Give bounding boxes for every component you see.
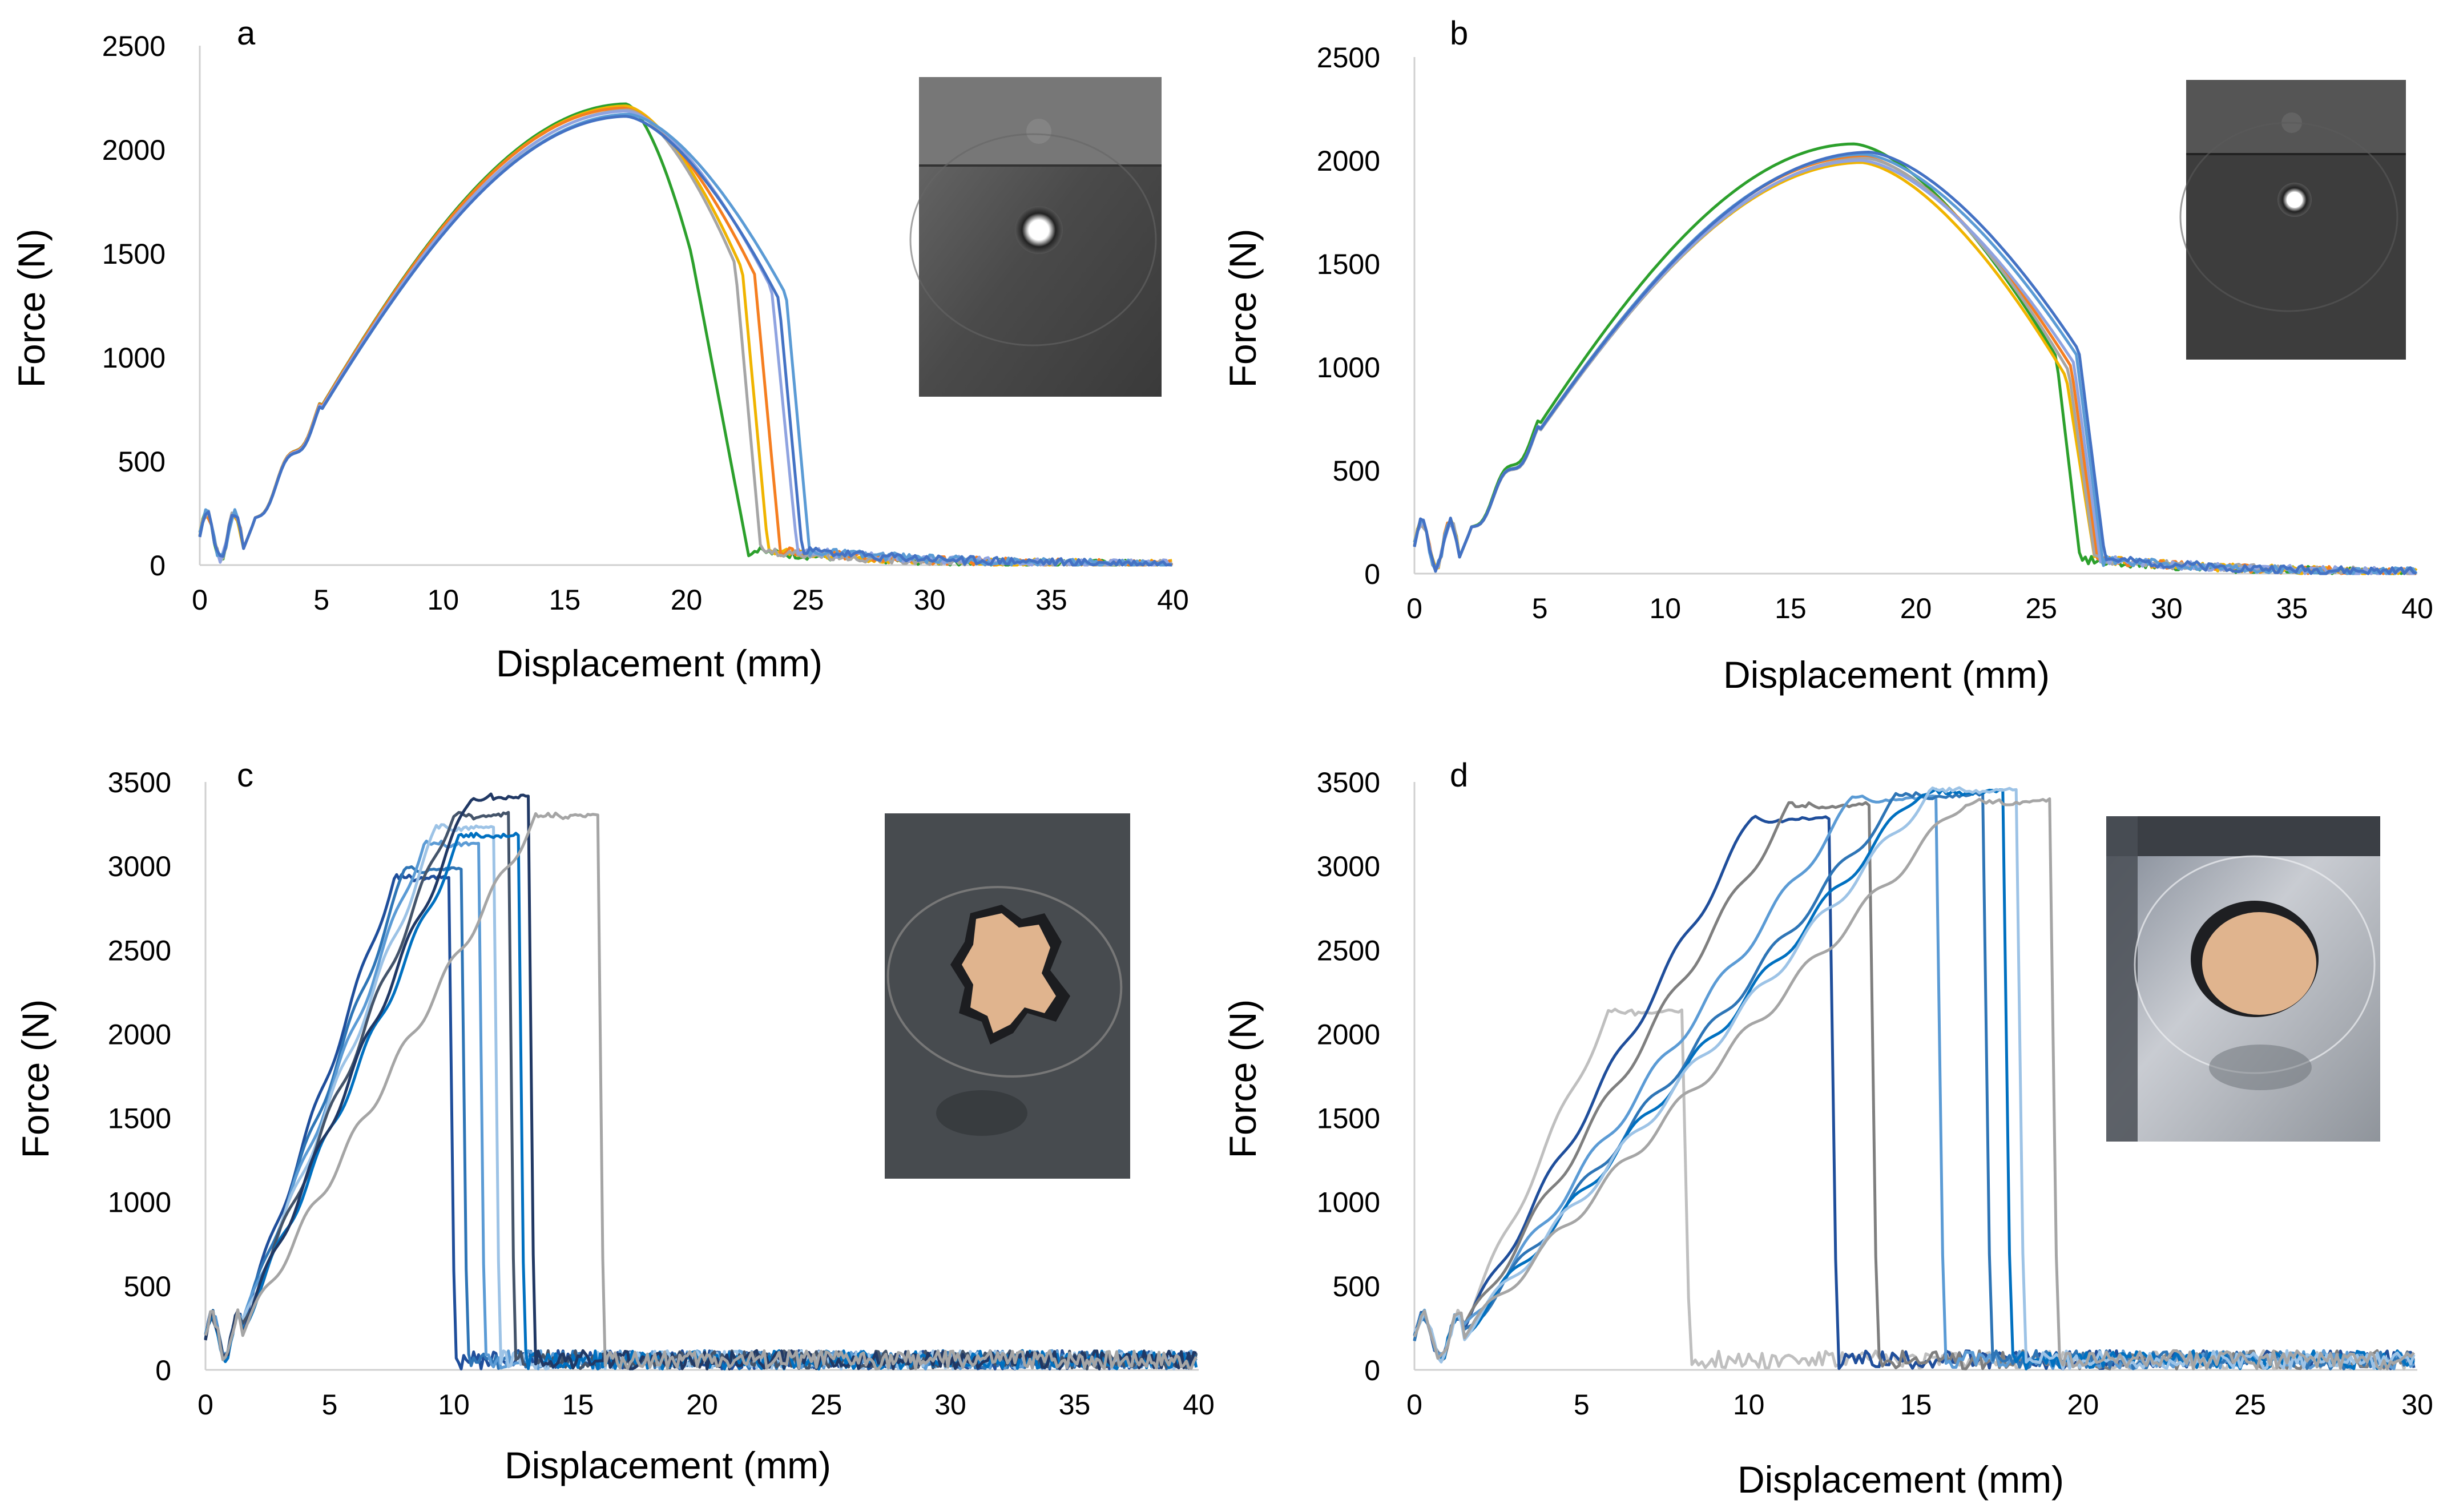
panel-c-series-line-specimen-8	[204, 811, 1198, 1370]
panel-b-x-tick-label: 40	[2401, 592, 2433, 624]
panel-d-x-tick-label: 20	[2067, 1389, 2099, 1421]
panel-a-x-tick-label: 20	[671, 584, 703, 616]
panel-d-y-tick-label: 2000	[1317, 1018, 1380, 1050]
panel-c-y-axis-label: Force (N)	[14, 999, 57, 1159]
panel-c-y-tick-label: 0	[155, 1354, 171, 1386]
panel-c-y-tick-label: 2000	[108, 1018, 171, 1050]
panel-d-y-tick-label: 1500	[1317, 1103, 1380, 1135]
panel-d-series-line-specimen-7	[1413, 786, 2416, 1370]
panel-c: c 0 5 10 15 20 25 30 35 40 0 500 1000 1500 2000 2500 30…	[14, 757, 1215, 1486]
panel-b-x-tick-label: 10	[1649, 592, 1681, 624]
panel-a-x-axis-label: Displacement (mm)	[496, 642, 823, 684]
panel-b-x-tick-label: 5	[1532, 592, 1548, 624]
panel-a-y-tick-label: 0	[150, 550, 166, 582]
panel-c-x-tick-label: 35	[1059, 1389, 1091, 1421]
panel-d-y-tick-label: 500	[1333, 1271, 1380, 1303]
panel-c-letter: c	[237, 757, 253, 794]
panel-b-series-line-specimen-7	[1413, 151, 2417, 575]
panel-c-x-tick-label: 40	[1183, 1389, 1215, 1421]
panel-a-x-tick-label: 30	[914, 584, 946, 616]
panel-b-y-tick-label: 0	[1364, 558, 1380, 590]
panel-c-y-tick-label: 3500	[108, 767, 171, 799]
panel-d-y-tick-label: 3500	[1317, 767, 1380, 799]
panel-a-x-tick-label: 35	[1035, 584, 1067, 616]
panel-c-y-tick-label: 1500	[108, 1103, 171, 1135]
panel-d-x-tick-label: 10	[1733, 1389, 1765, 1421]
panel-d-y-tick-label: 1000	[1317, 1187, 1380, 1219]
panel-c-x-tick-label: 0	[197, 1389, 213, 1421]
panel-a-x-tick-label: 25	[792, 584, 824, 616]
panel-d-x-tick-label: 0	[1406, 1389, 1422, 1421]
panel-a-x-tick-label: 10	[427, 584, 459, 616]
panel-c-x-tick-label: 20	[686, 1389, 718, 1421]
panel-b-x-tick-label: 20	[1900, 592, 1932, 624]
panel-b-x-tick-label: 30	[2151, 592, 2183, 624]
panel-d-y-tick-label: 3000	[1317, 850, 1380, 882]
panel-b-y-tick-label: 2000	[1317, 145, 1380, 177]
panel-b: b 0 5 10 15 20 25 30 35 40 0 500 1000 1500 2000 2500 D…	[1222, 15, 2433, 696]
panel-b-x-tick-label: 25	[2025, 592, 2057, 624]
panel-c-y-tick-label: 1000	[108, 1187, 171, 1219]
panel-c-x-axis-label: Displacement (mm)	[505, 1444, 831, 1486]
panel-d: d 0 5 10 15 20 25 30 0 500 1000 1500 2000 2500 3000 35…	[1222, 757, 2433, 1501]
panel-a-y-tick-label: 500	[118, 446, 166, 478]
panel-a-x-tick-label: 0	[192, 584, 208, 616]
panel-d-x-tick-label: 25	[2234, 1389, 2266, 1421]
panel-d-series-line-specimen-8	[1413, 797, 2416, 1370]
panel-c-inset-photo	[885, 813, 1130, 1179]
panel-b-y-tick-label: 1500	[1317, 248, 1380, 280]
panel-b-x-tick-label: 0	[1406, 592, 1422, 624]
panel-a-series-line-specimen-7	[198, 115, 1172, 567]
panel-c-y-tick-label: 3000	[108, 850, 171, 882]
panel-a-y-tick-label: 2500	[102, 30, 166, 62]
panel-a-x-tick-label: 40	[1157, 584, 1189, 616]
panel-c-x-tick-label: 15	[562, 1389, 594, 1421]
panel-d-letter: d	[1450, 757, 1468, 794]
panel-d-x-axis-label: Displacement (mm)	[1738, 1458, 2064, 1501]
panel-b-x-axis-label: Displacement (mm)	[1723, 654, 2050, 696]
panel-d-x-tick-label: 5	[1574, 1389, 1590, 1421]
panel-c-y-tick-label: 2500	[108, 934, 171, 966]
panel-c-x-tick-label: 5	[322, 1389, 338, 1421]
panel-d-x-tick-label: 30	[2401, 1389, 2433, 1421]
panel-d-y-tick-label: 2500	[1317, 934, 1380, 966]
panel-a-inset-photo	[909, 77, 1162, 397]
panel-b-x-tick-label: 35	[2276, 592, 2308, 624]
panel-a-y-tick-label: 2000	[102, 134, 166, 166]
panel-b-inset-photo	[2179, 80, 2406, 360]
panel-c-series-line-specimen-7	[204, 792, 1197, 1370]
panel-d-inset-photo	[2106, 816, 2380, 1142]
panel-d-y-axis-label: Force (N)	[1222, 999, 1264, 1159]
panel-c-x-tick-label: 30	[934, 1389, 966, 1421]
panel-a: a 0 5 10 15 20 25 30 35 40 0 500 1000 1500 2000 2500 D…	[10, 15, 1189, 684]
panel-b-y-tick-label: 2500	[1317, 42, 1380, 74]
panel-b-x-tick-label: 15	[1775, 592, 1807, 624]
panel-a-y-tick-label: 1000	[102, 342, 166, 374]
panel-b-y-axis-label: Force (N)	[1222, 229, 1264, 388]
panel-d-x-tick-label: 15	[1900, 1389, 1932, 1421]
panel-c-x-tick-label: 25	[811, 1389, 842, 1421]
panel-a-y-tick-label: 1500	[102, 238, 166, 270]
panel-c-y-tick-label: 500	[124, 1271, 171, 1303]
panel-d-series-line-specimen-3	[1413, 801, 2415, 1370]
panel-a-x-tick-label: 5	[313, 584, 329, 616]
panel-b-y-tick-label: 500	[1333, 455, 1380, 487]
panel-a-y-axis-label: Force (N)	[10, 229, 53, 388]
panel-b-letter: b	[1450, 15, 1468, 52]
panel-a-letter: a	[237, 15, 256, 52]
panel-b-y-tick-label: 1000	[1317, 352, 1380, 384]
panel-a-x-tick-label: 15	[549, 584, 581, 616]
panel-d-y-tick-label: 0	[1364, 1354, 1380, 1386]
panel-d-series-line-specimen-1	[1413, 1007, 2415, 1370]
panel-c-x-tick-label: 10	[438, 1389, 470, 1421]
